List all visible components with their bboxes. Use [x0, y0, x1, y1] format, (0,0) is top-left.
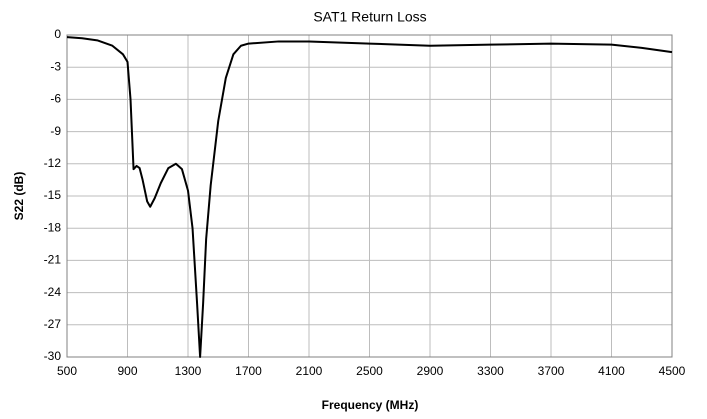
y-tick-label: -3: [50, 59, 61, 73]
data-line: [66, 36, 673, 358]
x-tick-label: 900: [117, 364, 137, 378]
x-tick-label: 4500: [659, 364, 686, 378]
x-tick-label: 2500: [356, 364, 383, 378]
y-axis-title: S22 (dB): [12, 172, 26, 221]
y-tick-label: -24: [44, 285, 62, 299]
x-tick-label: 2100: [296, 364, 323, 378]
plot-border: [66, 34, 673, 358]
y-tick-label: -12: [44, 156, 62, 170]
chart-title: SAT1 Return Loss: [313, 9, 426, 25]
x-tick-label: 3300: [477, 364, 504, 378]
x-tick-label: 3700: [538, 364, 565, 378]
y-tick-label: -21: [44, 253, 62, 267]
x-tick-label: 4100: [598, 364, 625, 378]
y-tick-label: -15: [44, 188, 62, 202]
x-tick-label: 2900: [417, 364, 444, 378]
y-tick-label: -9: [50, 124, 61, 138]
y-tick-label: -30: [44, 349, 62, 363]
y-tick-label: -27: [44, 317, 62, 331]
y-tick-label: -18: [44, 220, 62, 234]
x-axis-title: Frequency (MHz): [322, 398, 419, 412]
x-tick-label: 500: [57, 364, 77, 378]
y-tick-label: -6: [50, 92, 61, 106]
x-tick-label: 1300: [175, 364, 202, 378]
y-tick-label: 0: [54, 27, 61, 41]
x-tick-label: 1700: [235, 364, 262, 378]
